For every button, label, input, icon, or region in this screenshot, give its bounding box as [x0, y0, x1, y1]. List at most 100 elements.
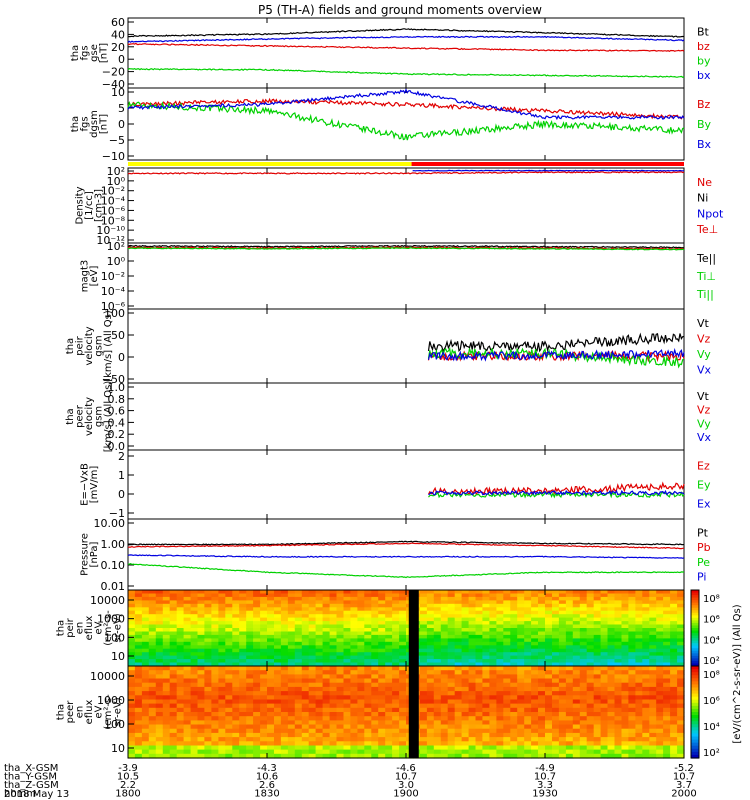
- peer_en_eflux-cell: [635, 678, 643, 684]
- peer_en_eflux-cell: [538, 749, 546, 755]
- peer_en_eflux-cell: [565, 674, 574, 680]
- peir_en_eflux-cell: [538, 621, 546, 626]
- peer_en_eflux-cell: [211, 737, 219, 742]
- peer_en_eflux-cell: [663, 720, 671, 726]
- peer_en_eflux-cell: [440, 682, 449, 688]
- peir_en_eflux-cell: [586, 593, 595, 598]
- pressure-ylabel-line: Pressure: [79, 533, 90, 576]
- peir_en_eflux-cell: [378, 631, 386, 636]
- peer_en_eflux-ylabel-line: eflux: [84, 700, 95, 725]
- peir_en_eflux-cell: [239, 617, 247, 622]
- peer_en_eflux-cell: [162, 753, 171, 759]
- colorbar-1-step: [691, 718, 699, 722]
- peir_en_eflux-cell: [301, 655, 310, 660]
- peer_en_eflux-cell: [294, 678, 303, 684]
- peer_en_eflux-cell: [475, 737, 483, 742]
- peer_en_eflux-cell: [489, 712, 497, 717]
- peir_en_eflux-cell: [572, 600, 581, 605]
- fgs_gse-ytick-label: 40: [111, 28, 125, 41]
- peer_en_eflux-cell: [572, 716, 581, 721]
- peir_en_eflux-cell: [607, 610, 615, 615]
- peer_en_eflux-cell: [134, 749, 143, 755]
- peer_en_eflux-cell: [197, 691, 205, 696]
- peir_en_eflux-cell: [141, 659, 150, 664]
- peer_en_eflux-cell: [677, 707, 685, 713]
- peer_en_eflux-cell: [183, 745, 192, 751]
- peir_en_eflux-cell: [267, 600, 275, 605]
- peir_en_eflux-cell: [385, 655, 393, 660]
- peer_en_eflux-cell: [649, 720, 657, 726]
- peir_en_eflux-cell: [565, 628, 574, 633]
- peir_en_eflux-cell: [461, 645, 470, 650]
- peer_en_eflux-cell: [329, 728, 338, 734]
- peir_en_eflux-cell: [517, 659, 525, 664]
- peir_en_eflux-cell: [329, 655, 338, 660]
- colorbar-0-step: [691, 602, 699, 606]
- peer_en_eflux-cell: [503, 749, 511, 755]
- peir_en_eflux-cell: [336, 593, 344, 598]
- peer_en_eflux-cell: [197, 741, 205, 747]
- peir_en_eflux-cell: [301, 648, 310, 653]
- peir_en_eflux-cell: [239, 596, 247, 601]
- peer_en_eflux-cell: [586, 753, 595, 759]
- peir_en_eflux-cell: [558, 655, 567, 660]
- colorbar-0-step: [691, 645, 699, 649]
- peir_en_eflux-cell: [280, 600, 289, 605]
- peir_en_eflux-cell: [593, 596, 602, 601]
- fgs_dgsm-legend-entry: Bx: [697, 138, 712, 151]
- peer_en_eflux-cell: [586, 720, 595, 726]
- peer_en_eflux-cell: [162, 686, 171, 692]
- peer_en_eflux-cell: [552, 720, 560, 726]
- peir_en_eflux-cell: [614, 648, 622, 653]
- peir_en_eflux-cell: [482, 607, 490, 612]
- peer_en_eflux-cell: [447, 749, 456, 755]
- peer_en_eflux-cell: [635, 703, 643, 709]
- peir_en_eflux-cell: [419, 593, 428, 598]
- peir_en_eflux-cell: [552, 617, 560, 622]
- peer_en_eflux-cell: [468, 670, 477, 675]
- peir_en_eflux-cell: [524, 621, 532, 626]
- peer_en_eflux-cell: [267, 666, 275, 671]
- peir_en_eflux-cell: [607, 607, 615, 612]
- peir_en_eflux-cell: [190, 617, 199, 622]
- peer_en_eflux-cell: [558, 699, 567, 705]
- peer_en_eflux-cell: [385, 670, 393, 675]
- peir_en_eflux-cell: [399, 614, 407, 619]
- peir_en_eflux-cell: [461, 652, 470, 657]
- peir_en_eflux-cell: [357, 638, 365, 643]
- peir_en_eflux-cell: [148, 628, 157, 633]
- peer_en_eflux-cell: [531, 749, 539, 755]
- peir_en_eflux-cell: [155, 641, 164, 646]
- peer_velocity-legend-entry: Vz: [697, 404, 711, 417]
- peer_en_eflux-cell: [128, 699, 136, 705]
- peer_en_eflux-cell: [461, 695, 470, 701]
- peir_en_eflux-cell: [322, 631, 331, 636]
- peer_en_eflux-cell: [336, 724, 344, 730]
- peer_en_eflux-cell: [419, 716, 428, 721]
- peir_velocity-ytick-label: 100: [104, 307, 125, 320]
- peer_en_eflux-cell: [503, 674, 511, 680]
- peer_en_eflux-cell: [538, 716, 546, 721]
- peer_en_eflux-cell: [475, 682, 483, 688]
- colorbar-1-step: [691, 681, 699, 685]
- peer_en_eflux-cell: [308, 707, 317, 713]
- peir_en_eflux-cell: [558, 634, 567, 639]
- peer_en_eflux-cell: [447, 695, 456, 701]
- peer_en_eflux-cell: [572, 699, 581, 705]
- peir_en_eflux-cell: [496, 603, 504, 608]
- peer_en_eflux-cell: [232, 724, 240, 730]
- peir_en_eflux-cell: [357, 655, 365, 660]
- peir_en_eflux-cell: [385, 610, 393, 615]
- peer_en_eflux-cell: [503, 699, 511, 705]
- peer_en_eflux-cell: [260, 666, 268, 671]
- peir_en_eflux-cell: [364, 641, 372, 646]
- peer_en_eflux-cell: [663, 707, 671, 713]
- peer_en_eflux-cell: [315, 720, 324, 726]
- peir_en_eflux-cell: [322, 634, 331, 639]
- pressure-series-Pe: [127, 562, 685, 579]
- peer_en_eflux-cell: [141, 745, 150, 751]
- colorbar-0-step: [691, 595, 699, 599]
- peer_en_eflux-cell: [656, 691, 664, 696]
- peir_en_eflux-cell: [141, 621, 150, 626]
- peir_en_eflux-cell: [162, 638, 171, 643]
